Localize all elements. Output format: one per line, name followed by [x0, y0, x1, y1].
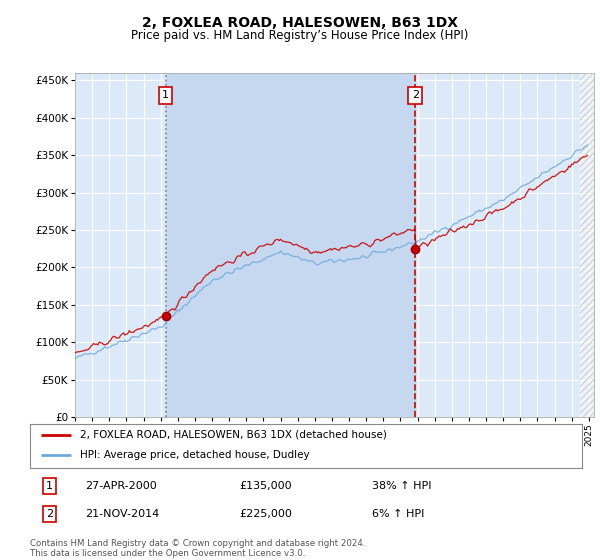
Text: 2: 2 — [46, 509, 53, 519]
Bar — [580, 73, 598, 417]
Text: HPI: Average price, detached house, Dudley: HPI: Average price, detached house, Dudl… — [80, 450, 310, 460]
Text: 2, FOXLEA ROAD, HALESOWEN, B63 1DX: 2, FOXLEA ROAD, HALESOWEN, B63 1DX — [142, 16, 458, 30]
Text: 27-APR-2000: 27-APR-2000 — [85, 481, 157, 491]
Text: 1: 1 — [46, 481, 53, 491]
Text: Contains HM Land Registry data © Crown copyright and database right 2024.
This d: Contains HM Land Registry data © Crown c… — [30, 539, 365, 558]
Text: 6% ↑ HPI: 6% ↑ HPI — [372, 509, 425, 519]
Text: Price paid vs. HM Land Registry’s House Price Index (HPI): Price paid vs. HM Land Registry’s House … — [131, 29, 469, 42]
Bar — [166, 73, 415, 417]
Text: 1: 1 — [162, 90, 169, 100]
Text: £225,000: £225,000 — [240, 509, 293, 519]
Text: 21-NOV-2014: 21-NOV-2014 — [85, 509, 160, 519]
Text: 38% ↑ HPI: 38% ↑ HPI — [372, 481, 432, 491]
Bar — [580, 73, 598, 417]
Text: £135,000: £135,000 — [240, 481, 292, 491]
Text: 2: 2 — [412, 90, 419, 100]
Text: 2, FOXLEA ROAD, HALESOWEN, B63 1DX (detached house): 2, FOXLEA ROAD, HALESOWEN, B63 1DX (deta… — [80, 430, 386, 440]
